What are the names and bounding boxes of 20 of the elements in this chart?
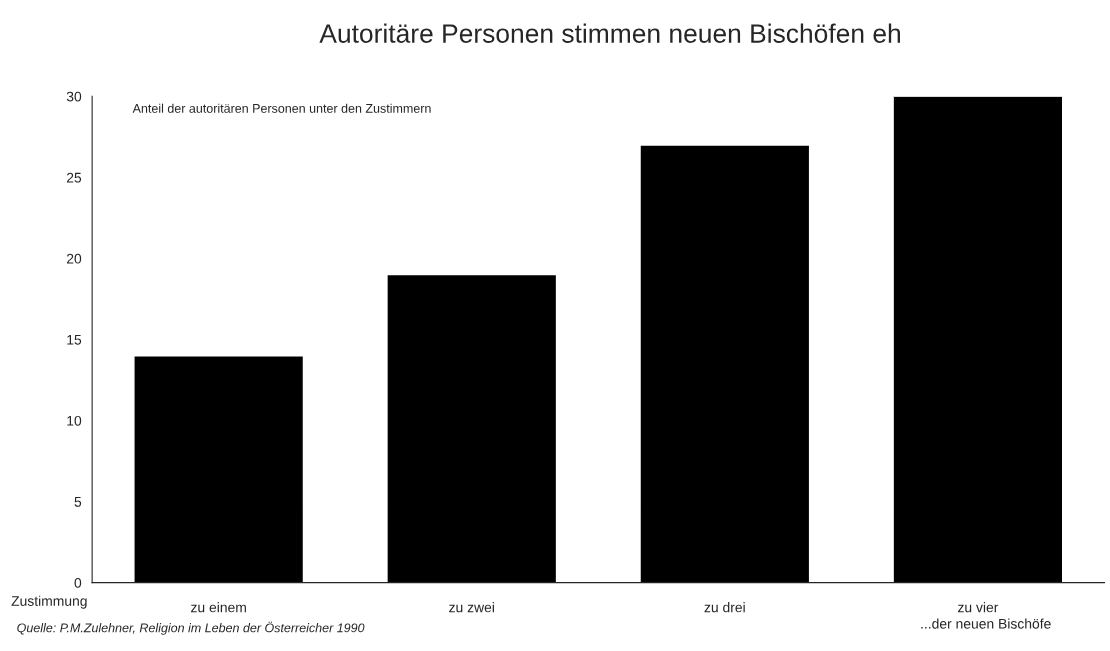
- y-tick-label: 15: [67, 334, 82, 345]
- x-tick-label: zu vier: [958, 602, 999, 613]
- y-tick-label: 10: [67, 415, 82, 426]
- text: ...der neuen Bischöfe: [921, 618, 1051, 629]
- chart-title: Autoritäre Personen stimmen neuen Bischöfen eh: [319, 23, 900, 43]
- y-tick-label: 30: [66, 91, 82, 102]
- x-tick-label: zu drei: [704, 602, 745, 613]
- y-tick-label: 5: [74, 497, 82, 507]
- y-tick-label: 0: [74, 577, 82, 588]
- bar: [639, 144, 811, 583]
- source-note: Quelle: P.M.Zulehner, Religion im Leben der Österreicher 1990: [17, 621, 365, 635]
- y-tick-label: 25: [66, 172, 82, 183]
- annotation: Anteil der autoritären Personen unter den Zustimmern: [132, 103, 431, 113]
- bar: [892, 96, 1064, 583]
- bar: [386, 273, 558, 583]
- x-tick-label: zu zwei: [449, 602, 494, 613]
- y-tick-label: 20: [66, 253, 82, 264]
- x-axis-title: Zustimmung: [11, 595, 87, 609]
- bar: [133, 355, 305, 583]
- x-tick-label: zu einem: [191, 602, 246, 613]
